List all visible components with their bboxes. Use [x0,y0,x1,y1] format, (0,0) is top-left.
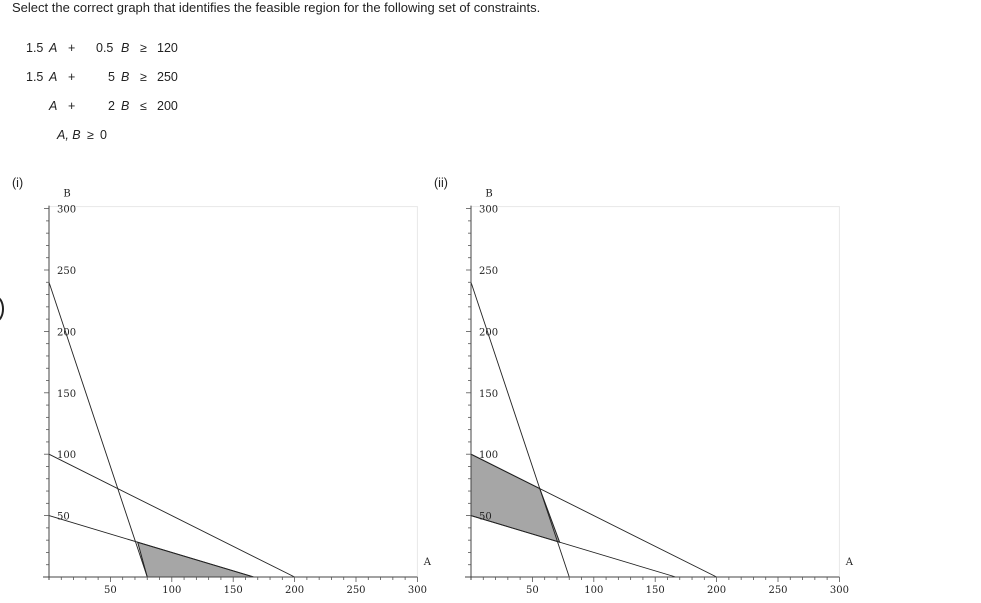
option-i-label: (i) [12,176,24,190]
constraint-2-var-a: A [49,70,58,84]
y-tick-label: 100 [57,450,76,461]
x-tick-label: 300 [830,585,849,596]
y-tick-label: 150 [57,389,76,400]
x-tick-label: 200 [707,585,726,596]
constraint-line-3 [48,453,295,578]
constraint-3-coef-b: 2 [108,99,115,113]
x-axis-label: A [845,557,854,568]
constraint-1-var-b: B [121,41,130,55]
constraint-line-1 [470,282,570,578]
constraint-line-3 [470,453,717,578]
constraint-1-operator: ≥ [140,41,147,55]
y-tick-label: 300 [479,205,498,216]
x-tick-label: 250 [346,585,365,596]
constraint-1-rhs: 120 [157,41,178,55]
constraint-2-rhs: 250 [157,70,178,84]
x-tick-label: 250 [768,585,787,596]
option-ii-label: (ii) [434,176,448,190]
x-axis-label: A [423,557,432,568]
constraint-3-rhs: 200 [157,99,178,113]
nonnegativity-rhs: 0 [100,128,107,142]
y-tick-label: 150 [479,389,498,400]
constraint-1-coef-a: 1.5 [26,41,44,55]
constraint-3-plus: + [68,99,76,113]
constraint-line-1 [48,282,148,578]
y-tick-label: 50 [57,512,70,523]
y-tick-label: 50 [479,512,492,523]
constraint-line-2 [48,515,254,578]
y-axis-label: B [63,189,70,200]
constraint-2-coef-a: 1.5 [26,70,44,84]
nonnegativity-operator: ≥ [87,128,94,142]
question-text: Select the correct graph that identifies… [12,0,541,15]
x-tick-label: 100 [162,585,181,596]
nonnegativity-vars: A, B [57,128,81,142]
x-tick-label: 150 [646,585,665,596]
constraint-3-var-b: B [121,99,130,113]
x-tick-label: 50 [526,585,539,596]
y-tick-label: 300 [57,205,76,216]
constraint-3-operator: ≤ [140,99,147,113]
y-tick-label: 200 [57,327,76,338]
y-tick-label: 100 [479,450,498,461]
x-tick-label: 50 [104,585,117,596]
constraint-1-plus: + [68,41,76,55]
constraint-3-var-a: A [49,99,58,113]
constraint-2-operator: ≥ [140,70,147,84]
constraint-2-plus: + [68,70,76,84]
x-tick-label: 100 [584,585,603,596]
y-tick-label: 250 [57,266,76,277]
y-tick-label: 250 [479,266,498,277]
y-tick-label: 200 [479,327,498,338]
x-tick-label: 150 [224,585,243,596]
x-tick-label: 200 [285,585,304,596]
constraint-1-var-a: A [49,41,58,55]
constraint-2-var-b: B [121,70,130,84]
constraint-1-coef-b: 0.5 [96,41,114,55]
y-axis-label: B [485,189,492,200]
constraint-line-2 [470,515,676,578]
constraint-2-coef-b: 5 [108,70,115,84]
x-tick-label: 300 [408,585,427,596]
